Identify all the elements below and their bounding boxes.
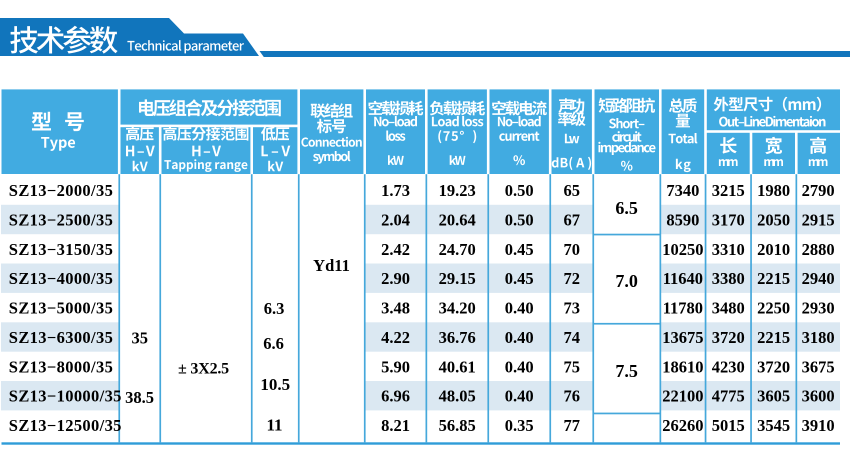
svg-text:2790: 2790 xyxy=(802,181,835,200)
svg-text:6.3: 6.3 xyxy=(264,299,285,318)
svg-text:70: 70 xyxy=(563,240,580,259)
svg-text:6.96: 6.96 xyxy=(381,387,410,406)
svg-text:3170: 3170 xyxy=(712,211,745,230)
svg-text:26260: 26260 xyxy=(662,416,703,435)
svg-text:SZ13−2500/35: SZ13−2500/35 xyxy=(9,211,113,230)
svg-text:3605: 3605 xyxy=(757,387,790,406)
svg-text:13675: 13675 xyxy=(662,328,703,347)
svg-text:3720: 3720 xyxy=(757,357,790,376)
svg-text:3310: 3310 xyxy=(712,240,745,259)
svg-text:SZ13−12500/35: SZ13−12500/35 xyxy=(9,416,122,435)
svg-text:56.85: 56.85 xyxy=(439,416,476,435)
svg-text:8.21: 8.21 xyxy=(381,416,410,435)
svg-text:0.40: 0.40 xyxy=(505,387,534,406)
svg-text:3545: 3545 xyxy=(757,416,790,435)
svg-text:2.04: 2.04 xyxy=(381,211,410,230)
svg-text:SZ13−4000/35: SZ13−4000/35 xyxy=(9,269,113,288)
svg-text:10250: 10250 xyxy=(662,240,703,259)
svg-text:SZ13−3150/35: SZ13−3150/35 xyxy=(9,240,113,259)
svg-text:2250: 2250 xyxy=(757,299,790,318)
svg-text:76: 76 xyxy=(563,387,580,406)
svg-text:11: 11 xyxy=(266,416,282,435)
svg-text:3675: 3675 xyxy=(802,357,835,376)
svg-text:4230: 4230 xyxy=(712,357,745,376)
svg-text:3910: 3910 xyxy=(802,416,835,435)
svg-text:2940: 2940 xyxy=(802,269,835,288)
svg-text:2010: 2010 xyxy=(757,240,790,259)
svg-text:40.61: 40.61 xyxy=(439,357,476,376)
svg-text:3600: 3600 xyxy=(802,387,835,406)
svg-text:0.50: 0.50 xyxy=(505,181,534,200)
svg-text:SZ13−8000/35: SZ13−8000/35 xyxy=(9,357,113,376)
svg-text:0.50: 0.50 xyxy=(505,211,534,230)
svg-text:0.40: 0.40 xyxy=(505,357,534,376)
svg-text:77: 77 xyxy=(563,416,580,435)
svg-text:0.40: 0.40 xyxy=(505,299,534,318)
svg-text:20.64: 20.64 xyxy=(439,211,476,230)
svg-text:22100: 22100 xyxy=(662,387,703,406)
svg-text:3.48: 3.48 xyxy=(381,299,410,318)
svg-text:2.42: 2.42 xyxy=(381,240,410,259)
svg-text:74: 74 xyxy=(563,328,580,347)
svg-text:0.45: 0.45 xyxy=(505,269,534,288)
svg-text:2215: 2215 xyxy=(757,269,790,288)
svg-text:SZ13−10000/35: SZ13−10000/35 xyxy=(9,387,122,406)
svg-text:3215: 3215 xyxy=(712,181,745,200)
svg-text:19.23: 19.23 xyxy=(439,181,476,200)
svg-text:65: 65 xyxy=(563,181,580,200)
svg-text:73: 73 xyxy=(563,299,580,318)
svg-text:2050: 2050 xyxy=(757,211,790,230)
svg-text:4775: 4775 xyxy=(712,387,745,406)
svg-text:2.90: 2.90 xyxy=(381,269,410,288)
svg-text:Yd11: Yd11 xyxy=(313,256,350,275)
svg-text:0.40: 0.40 xyxy=(505,328,534,347)
svg-text:11640: 11640 xyxy=(663,269,703,288)
svg-text:7340: 7340 xyxy=(666,181,699,200)
svg-text:7.5: 7.5 xyxy=(615,361,638,381)
svg-text:5.90: 5.90 xyxy=(381,357,410,376)
svg-text:35: 35 xyxy=(131,328,148,347)
svg-text:2915: 2915 xyxy=(802,211,835,230)
svg-text:18610: 18610 xyxy=(662,357,703,376)
svg-text:0.35: 0.35 xyxy=(505,416,534,435)
svg-text:6.5: 6.5 xyxy=(615,198,638,218)
svg-text:1980: 1980 xyxy=(757,181,790,200)
svg-text:3180: 3180 xyxy=(802,328,835,347)
svg-text:1.73: 1.73 xyxy=(381,181,410,200)
svg-text:36.76: 36.76 xyxy=(439,328,476,347)
svg-text:SZ13−5000/35: SZ13−5000/35 xyxy=(9,299,113,318)
svg-text:6.6: 6.6 xyxy=(263,334,284,353)
svg-text:75: 75 xyxy=(563,357,580,376)
svg-text:7.0: 7.0 xyxy=(615,271,638,291)
svg-text:± 3X2.5: ± 3X2.5 xyxy=(178,361,229,378)
svg-text:3720: 3720 xyxy=(712,328,745,347)
svg-text:3480: 3480 xyxy=(712,299,745,318)
svg-text:34.20: 34.20 xyxy=(439,299,476,318)
svg-text:10.5: 10.5 xyxy=(260,375,290,394)
svg-text:3380: 3380 xyxy=(712,269,745,288)
svg-text:SZ13−6300/35: SZ13−6300/35 xyxy=(9,328,113,347)
svg-text:38.5: 38.5 xyxy=(125,388,154,407)
svg-text:67: 67 xyxy=(563,211,580,230)
svg-text:8590: 8590 xyxy=(666,211,699,230)
svg-text:4.22: 4.22 xyxy=(381,328,410,347)
svg-text:11780: 11780 xyxy=(663,299,703,318)
svg-text:2215: 2215 xyxy=(757,328,790,347)
svg-text:48.05: 48.05 xyxy=(439,387,476,406)
svg-text:5015: 5015 xyxy=(712,416,745,435)
svg-text:0.45: 0.45 xyxy=(505,240,534,259)
svg-text:2880: 2880 xyxy=(802,240,835,259)
svg-text:29.15: 29.15 xyxy=(439,269,476,288)
svg-text:24.70: 24.70 xyxy=(439,240,476,259)
svg-text:2930: 2930 xyxy=(802,299,835,318)
svg-text:SZ13−2000/35: SZ13−2000/35 xyxy=(9,181,113,200)
svg-text:72: 72 xyxy=(563,269,580,288)
